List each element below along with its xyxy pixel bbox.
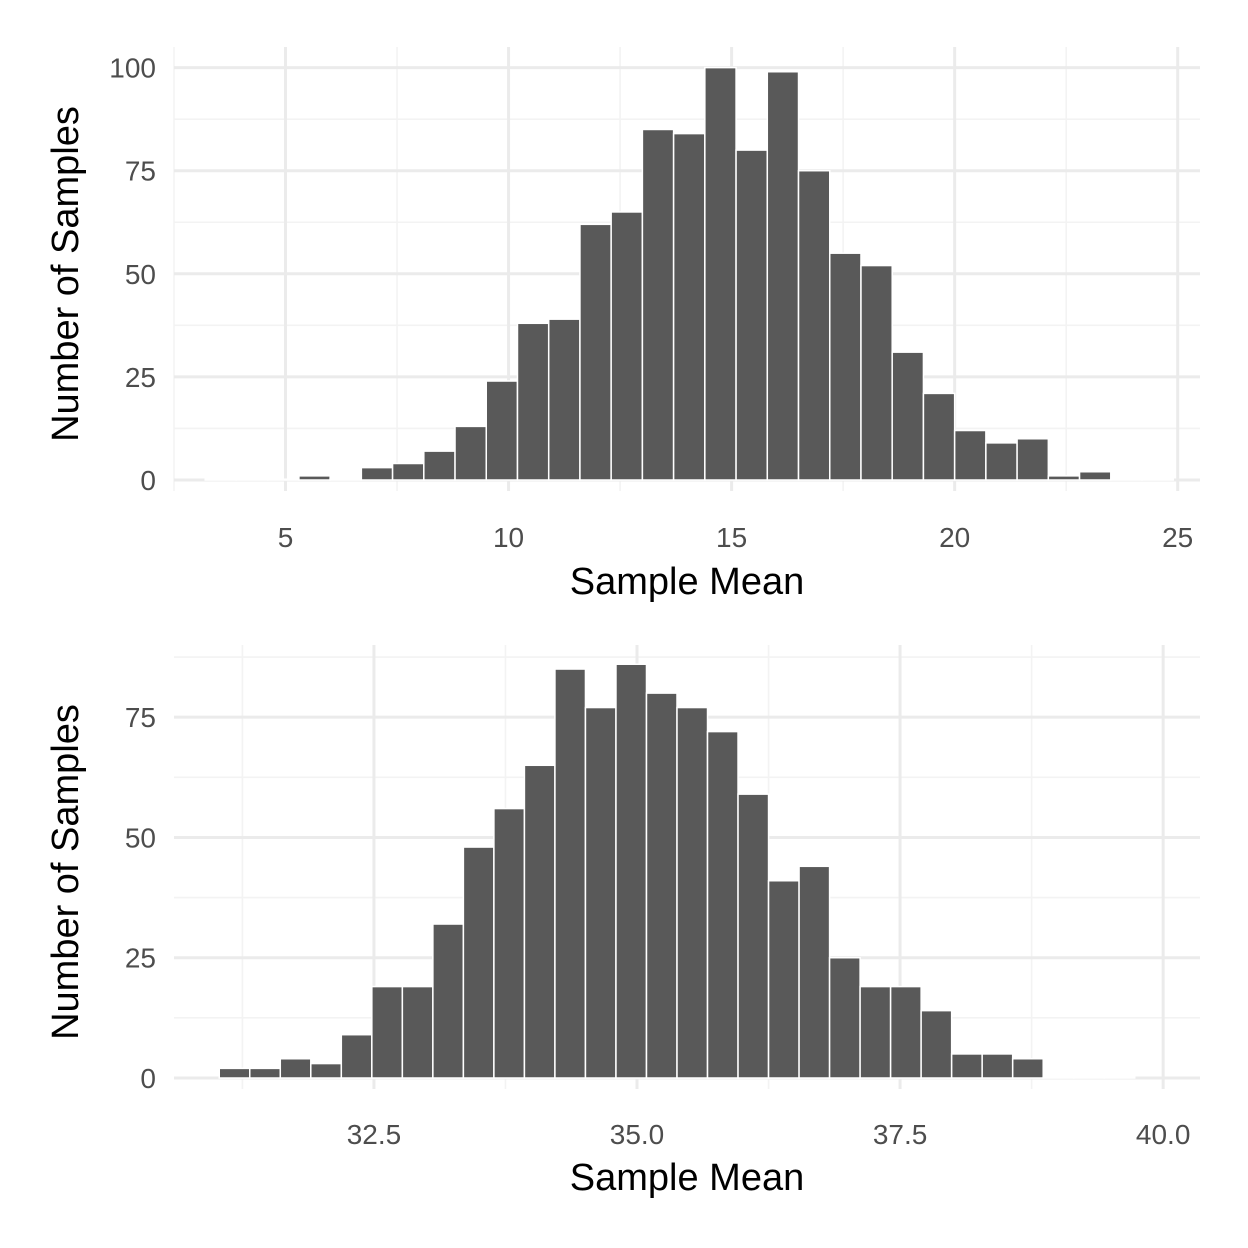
y-tick-label: 0: [140, 1063, 156, 1094]
histogram-bar: [645, 692, 678, 1079]
x-tick-label: 10: [493, 522, 524, 553]
y-tick-label: 50: [125, 822, 156, 853]
histogram-bar: [953, 429, 987, 481]
bars: [218, 663, 1136, 1079]
x-tick-label: 35.0: [610, 1119, 665, 1150]
x-tick-label: 37.5: [873, 1119, 928, 1150]
histogram-bar: [610, 211, 644, 481]
x-tick-label: 32.5: [347, 1119, 402, 1150]
histogram-bar: [798, 865, 831, 1079]
y-tick-label: 0: [140, 465, 156, 496]
histogram-bar: [828, 252, 862, 481]
histogram-bar: [279, 1058, 312, 1079]
histogram-bar: [860, 264, 893, 481]
histogram-bar: [554, 668, 587, 1079]
histogram-bar: [391, 462, 425, 481]
histogram-bar: [1016, 438, 1050, 481]
histogram-bar: [371, 985, 404, 1079]
histogram-bar: [981, 1053, 1014, 1079]
histogram-bar: [329, 478, 363, 481]
histogram-bar: [735, 149, 769, 481]
histogram-bar: [767, 879, 800, 1079]
histogram-bar: [493, 807, 526, 1079]
histogram-bar: [672, 132, 706, 481]
y-axis-title: Number of Samples: [45, 704, 87, 1040]
histogram-bar: [1110, 478, 1143, 481]
y-tick-label: 50: [125, 259, 156, 290]
histogram-bar: [920, 1009, 953, 1079]
x-axis-title: Sample Mean: [570, 561, 804, 603]
y-tick-label: 75: [125, 156, 156, 187]
histogram-bar: [249, 1067, 282, 1079]
histogram-bar: [985, 442, 1018, 481]
histogram-bar: [641, 128, 675, 481]
top-histogram-panel: 0 25 50 75 100 5 10 15 20 25 Sample Mean Number of …: [45, 47, 1200, 603]
histogram-bar: [797, 169, 831, 481]
histogram-bar: [1103, 1076, 1136, 1079]
histogram-bar: [706, 730, 739, 1079]
histogram-bar: [1072, 1076, 1105, 1079]
histogram-bar: [676, 706, 709, 1079]
x-tick-label: 5: [278, 522, 294, 553]
histogram-bar: [462, 846, 495, 1079]
bars: [204, 66, 1174, 481]
histogram-bar: [579, 223, 612, 481]
histogram-bar: [310, 1062, 343, 1079]
histogram-bar: [889, 985, 922, 1079]
histogram-bar: [523, 764, 556, 1079]
histogram-bar: [298, 475, 331, 481]
histogram-bar: [1011, 1058, 1044, 1079]
x-tick-label: 20: [939, 522, 970, 553]
y-tick-label: 75: [125, 702, 156, 733]
histogram-bar: [1042, 1076, 1075, 1079]
histogram-bar: [360, 466, 394, 481]
y-axis-title: Number of Samples: [45, 106, 87, 442]
histogram-bar: [828, 956, 861, 1079]
histogram-bar: [516, 322, 550, 481]
histogram-bar: [584, 706, 617, 1079]
histogram-bar: [485, 380, 519, 481]
y-tick-label: 100: [109, 53, 156, 84]
histogram-bar: [218, 1067, 251, 1079]
histogram-bar: [766, 70, 800, 481]
histogram-bar: [340, 1033, 373, 1079]
histogram-bar: [432, 923, 465, 1079]
histogram-bar: [547, 318, 581, 481]
x-tick-label: 40.0: [1136, 1119, 1191, 1150]
histogram-bar: [615, 663, 648, 1079]
bottom-histogram-panel: 0 25 50 75 32.5 35.0 37.5 40.0 Sample Mean Number…: [45, 645, 1200, 1199]
histogram-bar: [204, 478, 238, 481]
histogram-bar: [922, 392, 956, 481]
histogram-bar: [891, 351, 925, 481]
histogram-bar: [423, 450, 456, 481]
histogram-bar: [859, 985, 892, 1079]
x-tick-label: 25: [1162, 522, 1193, 553]
histogram-bar: [1141, 478, 1174, 481]
histogram-bar: [950, 1053, 983, 1079]
x-axis-title: Sample Mean: [570, 1157, 804, 1199]
histogram-bar: [454, 425, 488, 481]
y-tick-label: 25: [125, 943, 156, 974]
x-tick-label: 15: [716, 522, 747, 553]
histogram-bar: [704, 66, 737, 481]
histogram-bar: [1078, 471, 1112, 481]
histogram-bar: [1047, 475, 1081, 481]
histogram-bar: [266, 478, 300, 481]
histogram-bar: [401, 985, 434, 1079]
histogram-bar: [235, 478, 269, 481]
y-tick-label: 25: [125, 362, 156, 393]
histogram-bar: [737, 793, 770, 1079]
